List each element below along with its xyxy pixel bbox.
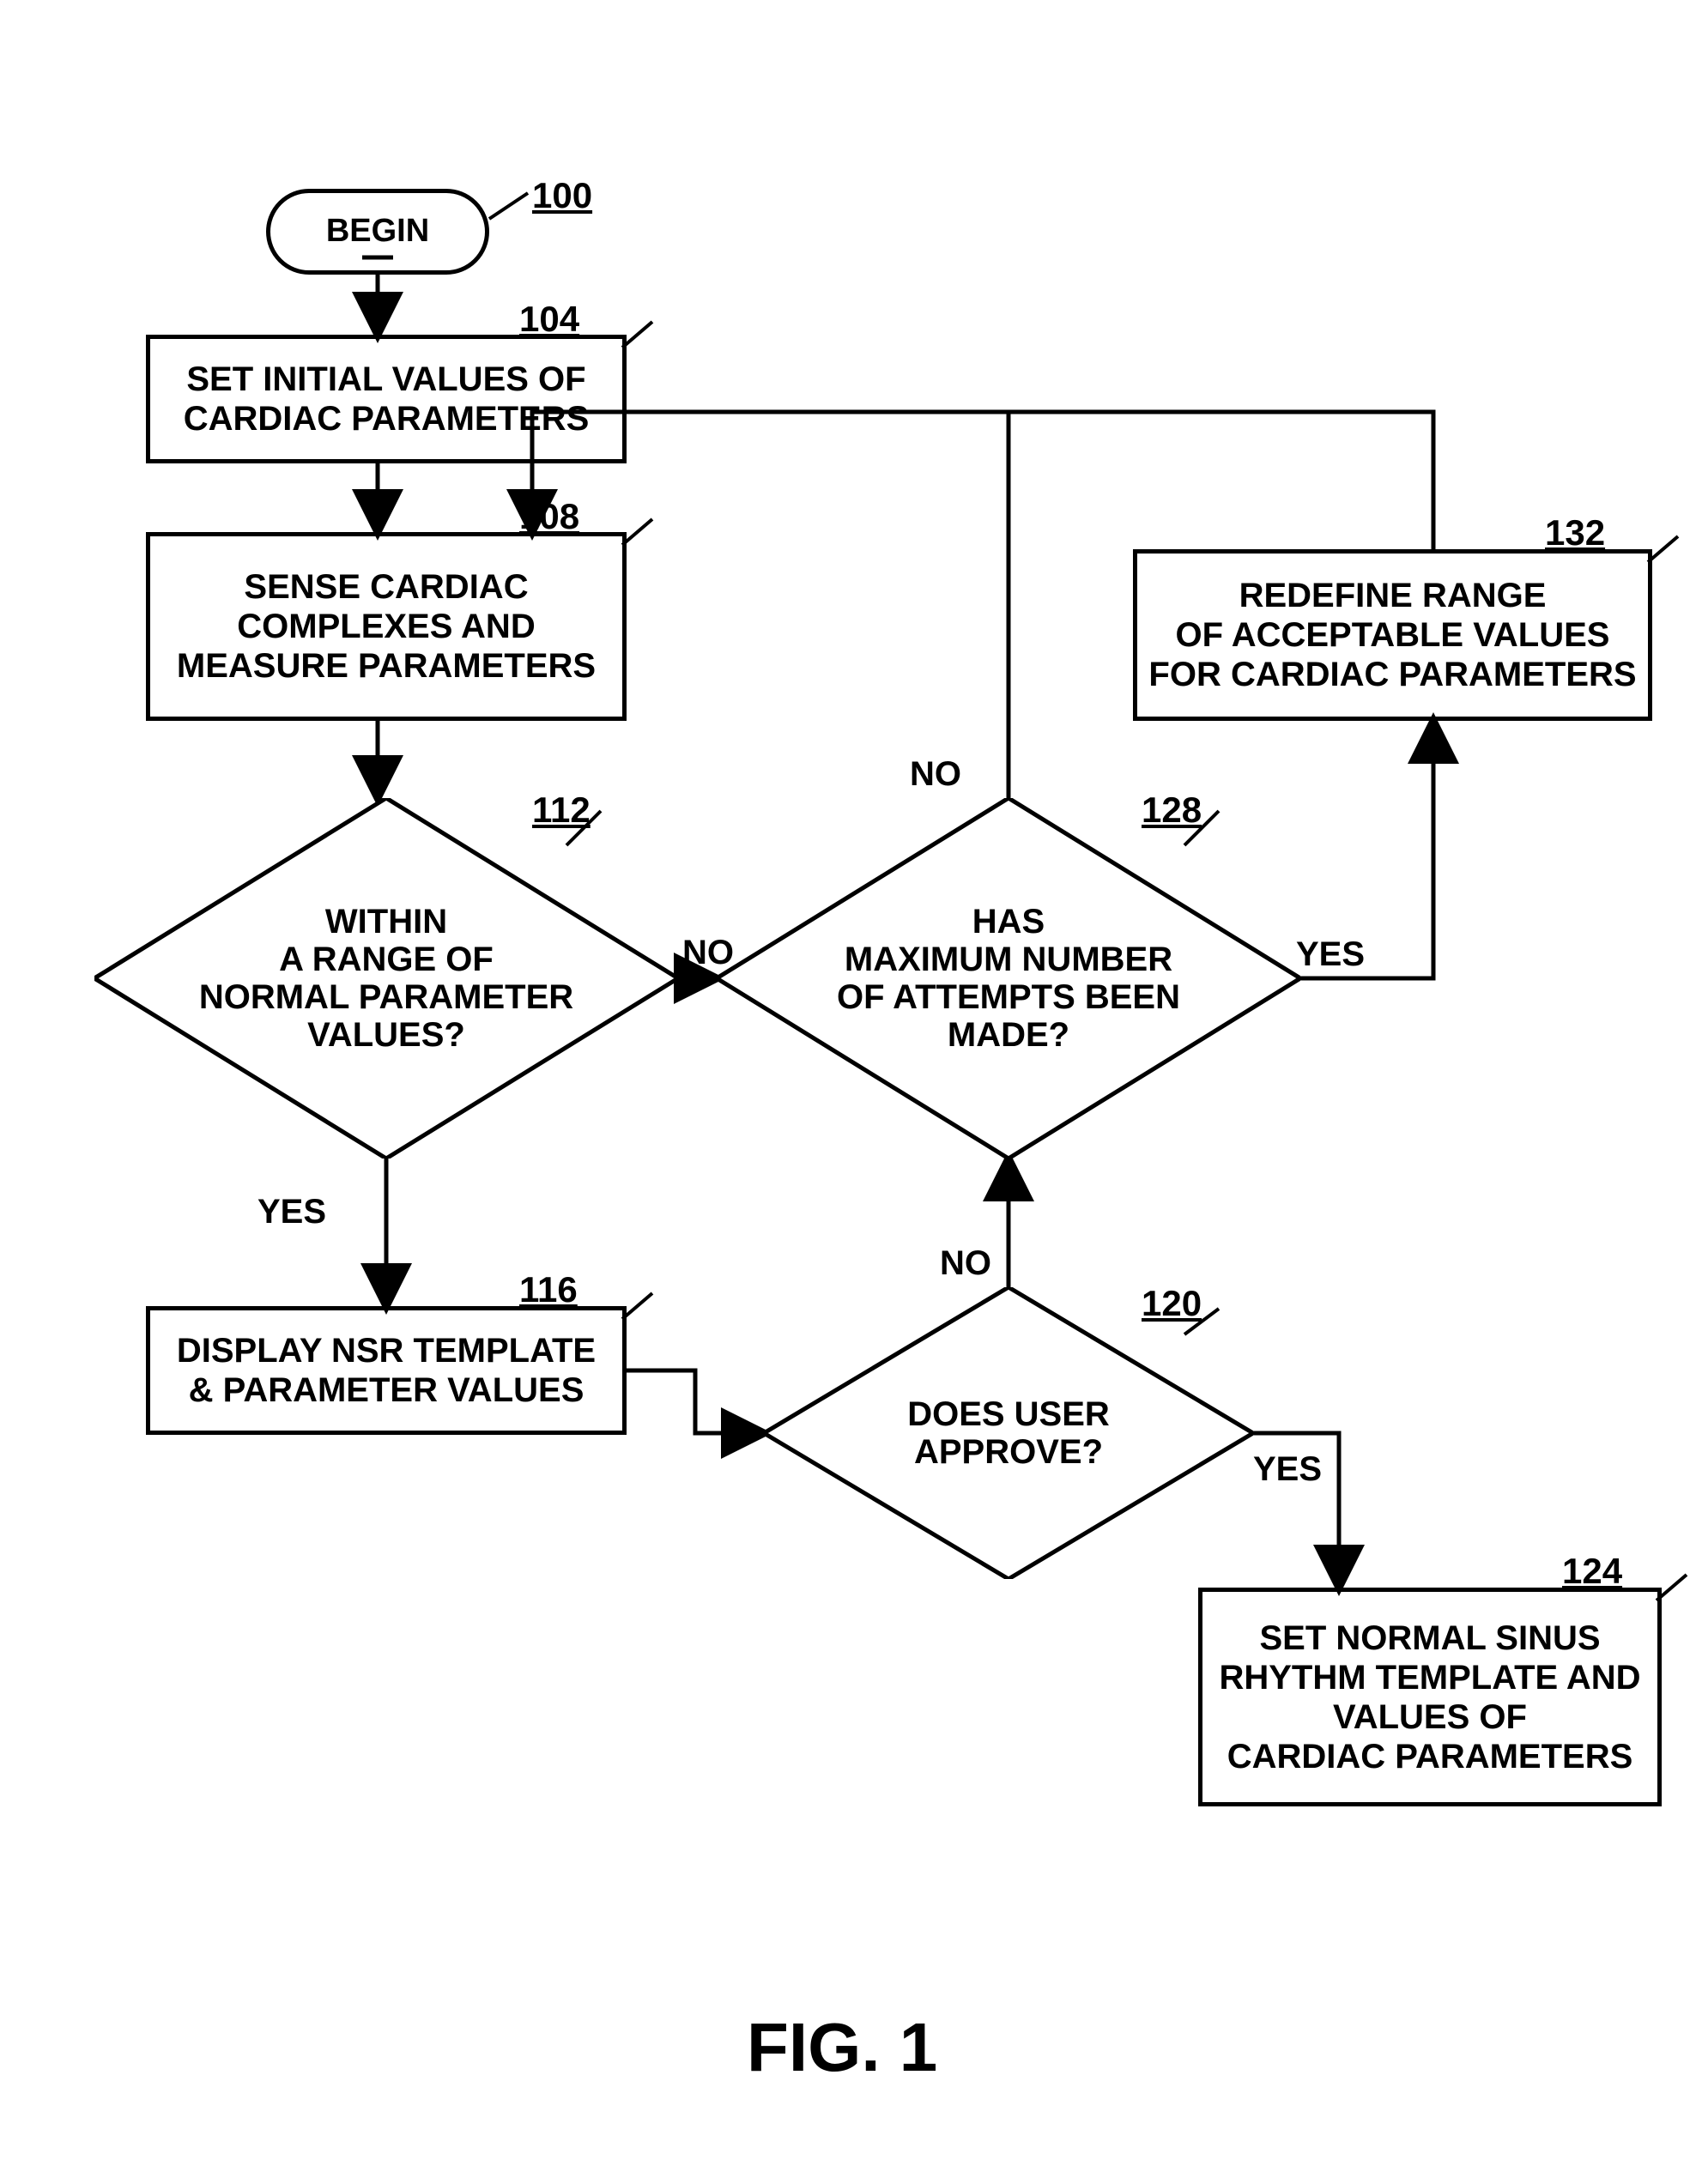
ref-116: 116 bbox=[519, 1269, 578, 1310]
node-108-text: SENSE CARDIAC COMPLEXES AND MEASURE PARA… bbox=[177, 567, 596, 686]
ref-100: 100 bbox=[532, 175, 592, 216]
ref-120: 120 bbox=[1142, 1283, 1202, 1324]
label-120-no: NO bbox=[940, 1244, 991, 1283]
node-128: HAS MAXIMUM NUMBER OF ATTEMPTS BEEN MADE… bbox=[717, 798, 1300, 1159]
node-104: SET INITIAL VALUES OF CARDIAC PARAMETERS bbox=[146, 335, 627, 463]
flowchart-canvas: BEGIN 100 SET INITIAL VALUES OF CARDIAC … bbox=[0, 0, 1696, 2184]
label-112-no: NO bbox=[682, 934, 734, 972]
ref-108: 108 bbox=[519, 496, 579, 537]
ref-128: 128 bbox=[1142, 790, 1202, 831]
label-128-no: NO bbox=[910, 755, 961, 794]
node-112: WITHIN A RANGE OF NORMAL PARAMETER VALUE… bbox=[94, 798, 678, 1159]
figure-caption: FIG. 1 bbox=[747, 2008, 937, 2087]
node-132: REDEFINE RANGE OF ACCEPTABLE VALUES FOR … bbox=[1133, 549, 1652, 721]
label-112-yes: YES bbox=[257, 1193, 326, 1231]
label-128-yes: YES bbox=[1296, 935, 1365, 974]
ref-112: 112 bbox=[532, 790, 591, 831]
node-begin: BEGIN bbox=[266, 189, 489, 275]
node-120: DOES USER APPROVE? bbox=[764, 1287, 1253, 1579]
node-128-text: HAS MAXIMUM NUMBER OF ATTEMPTS BEEN MADE… bbox=[717, 798, 1300, 1159]
node-116-text: DISPLAY NSR TEMPLATE & PARAMETER VALUES bbox=[177, 1331, 596, 1410]
node-116: DISPLAY NSR TEMPLATE & PARAMETER VALUES bbox=[146, 1306, 627, 1435]
label-120-yes: YES bbox=[1253, 1450, 1322, 1489]
node-112-text: WITHIN A RANGE OF NORMAL PARAMETER VALUE… bbox=[94, 798, 678, 1159]
node-124: SET NORMAL SINUS RHYTHM TEMPLATE AND VAL… bbox=[1198, 1588, 1662, 1806]
ref-132: 132 bbox=[1545, 512, 1605, 554]
node-124-text: SET NORMAL SINUS RHYTHM TEMPLATE AND VAL… bbox=[1219, 1618, 1640, 1776]
ref-124: 124 bbox=[1562, 1551, 1622, 1592]
node-begin-text: BEGIN bbox=[326, 213, 429, 251]
ref-104: 104 bbox=[519, 299, 579, 340]
node-104-text: SET INITIAL VALUES OF CARDIAC PARAMETERS bbox=[184, 360, 590, 439]
node-132-text: REDEFINE RANGE OF ACCEPTABLE VALUES FOR … bbox=[1148, 576, 1636, 694]
node-108: SENSE CARDIAC COMPLEXES AND MEASURE PARA… bbox=[146, 532, 627, 721]
node-120-text: DOES USER APPROVE? bbox=[764, 1287, 1253, 1579]
